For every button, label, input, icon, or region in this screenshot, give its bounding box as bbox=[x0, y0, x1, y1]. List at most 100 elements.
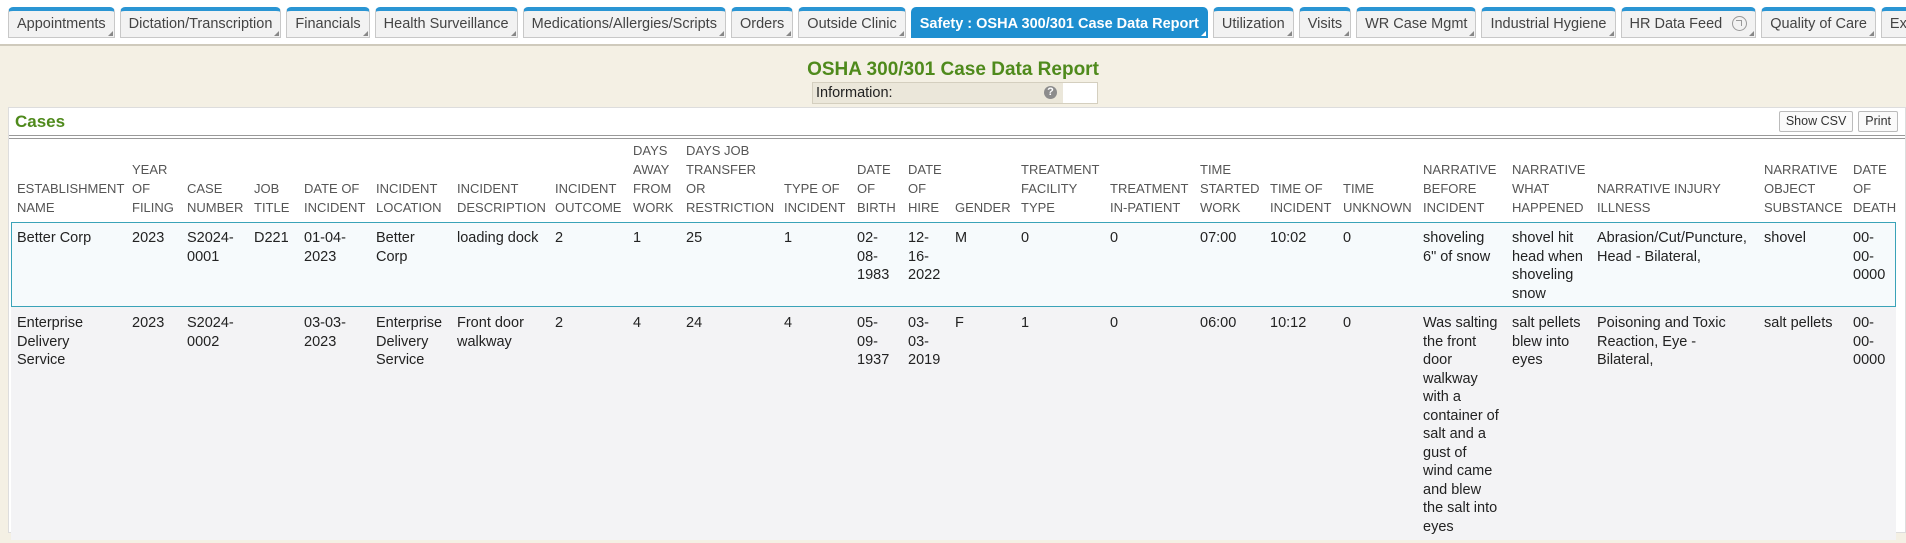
tab[interactable]: Outside Clinic bbox=[798, 7, 906, 38]
cell: 2 bbox=[549, 222, 627, 307]
cell: 10:02 bbox=[1264, 222, 1337, 307]
column-header: DAYS AWAY FROM WORK bbox=[633, 143, 674, 215]
cell: 4 bbox=[778, 307, 851, 540]
column-header: INCIDENT OUTCOME bbox=[555, 181, 622, 215]
column-header: NARRATIVE WHAT HAPPENED bbox=[1512, 162, 1586, 215]
cell: Better Corp bbox=[11, 222, 126, 307]
tab[interactable]: Health Surveillance bbox=[374, 7, 518, 38]
tab-label: Health Surveillance bbox=[383, 16, 509, 32]
cell: shovel hit head when shoveling snow bbox=[1506, 222, 1591, 307]
cell: 0 bbox=[1337, 222, 1417, 307]
cell: 0 bbox=[1104, 222, 1194, 307]
cell bbox=[248, 307, 298, 540]
column-header: TREATMENT FACILITY TYPE bbox=[1021, 162, 1100, 215]
cell: 00-00-0000 bbox=[1847, 222, 1896, 307]
report-title: OSHA 300/301 Case Data Report bbox=[807, 59, 1099, 80]
tab[interactable]: HR Data Feed bbox=[1620, 7, 1757, 38]
cell: loading dock bbox=[451, 222, 549, 307]
cell: salt pellets bbox=[1758, 307, 1847, 540]
panel-buttons: Show CSV Print bbox=[1778, 111, 1898, 132]
column-header: TYPE OF INCIDENT bbox=[784, 181, 846, 215]
tab[interactable]: Safety : OSHA 300/301 Case Data Report bbox=[910, 7, 1208, 38]
cell: 06:00 bbox=[1194, 307, 1264, 540]
case-row[interactable]: Better Corp 2023 S2024-0001 D221 01-04-2023 B… bbox=[11, 222, 1896, 307]
cell: 03-03-2019 bbox=[902, 307, 949, 540]
tab[interactable]: Visits bbox=[1298, 7, 1352, 38]
tab-label: WR Case Mgmt bbox=[1365, 16, 1468, 32]
tab-list: Appointments Dictation/Transcription Finan… bbox=[8, 7, 1906, 38]
tab[interactable]: Financials bbox=[286, 7, 370, 38]
column-header: INCIDENT DESCRIPTION bbox=[457, 181, 546, 215]
tab-label: Dictation/Transcription bbox=[128, 16, 273, 32]
cell: 10:12 bbox=[1264, 307, 1337, 540]
cell: Better Corp bbox=[370, 222, 451, 307]
divider bbox=[9, 135, 1905, 139]
cell: 02-08-1983 bbox=[851, 222, 902, 307]
tab-corner bbox=[1749, 31, 1755, 36]
cell: 24 bbox=[680, 307, 778, 540]
column-header: NARRATIVE BEFORE INCIDENT bbox=[1423, 162, 1497, 215]
tab-corner bbox=[107, 31, 113, 36]
tab-label: Medications/Allergies/Scripts bbox=[531, 16, 717, 32]
column-header: TIME UNKNOWN bbox=[1343, 181, 1412, 215]
info-field bbox=[1063, 83, 1097, 103]
tab-label: Quality of Care bbox=[1770, 16, 1867, 32]
cell: Abrasion/Cut/Puncture, Head - Bilateral, bbox=[1591, 222, 1758, 307]
cell: Enterprise Delivery Service bbox=[370, 307, 451, 540]
cell: S2024-0002 bbox=[181, 307, 248, 540]
cell: Front door walkway bbox=[451, 307, 549, 540]
tab-corner bbox=[274, 31, 280, 36]
cell: 25 bbox=[680, 222, 778, 307]
cell: 4 bbox=[627, 307, 680, 540]
cases-panel: Cases Show CSV Print ESTABLISHMENT NAME YE… bbox=[8, 107, 1906, 540]
cell: 07:00 bbox=[1194, 222, 1264, 307]
tab-label: Executive Dashboard bbox=[1889, 16, 1906, 32]
column-header: YEAR OF FILING bbox=[132, 162, 174, 215]
info-label: Information: bbox=[816, 85, 893, 101]
tab-corner bbox=[1286, 31, 1292, 36]
tab-corner bbox=[1469, 31, 1475, 36]
tab-label: Outside Clinic bbox=[807, 16, 897, 32]
column-header: TIME OF INCIDENT bbox=[1270, 181, 1332, 215]
tab[interactable]: Orders bbox=[730, 7, 794, 38]
column-header: NARRATIVE INJURY ILLNESS bbox=[1597, 181, 1721, 215]
help-icon[interactable]: ? bbox=[1044, 86, 1057, 99]
tab[interactable]: Medications/Allergies/Scripts bbox=[522, 7, 726, 38]
cell: 1 bbox=[778, 222, 851, 307]
cell: F bbox=[949, 307, 1015, 540]
cell: 1 bbox=[1015, 307, 1104, 540]
column-header: DATE OF HIRE bbox=[908, 162, 942, 215]
cell: 01-04-2023 bbox=[298, 222, 370, 307]
column-header: DATE OF DEATH bbox=[1853, 162, 1897, 215]
tab[interactable]: Utilization bbox=[1212, 7, 1294, 38]
tab[interactable]: Industrial Hygiene bbox=[1481, 7, 1616, 38]
panel-button[interactable]: Print bbox=[1858, 111, 1898, 132]
tab-corner bbox=[898, 31, 904, 36]
column-header: CASE NUMBER bbox=[187, 181, 244, 215]
cell: salt pellets blew into eyes bbox=[1506, 307, 1591, 540]
tab[interactable]: Dictation/Transcription bbox=[119, 7, 282, 38]
cell: M bbox=[949, 222, 1015, 307]
tab-label: Financials bbox=[295, 16, 361, 32]
cell: 0 bbox=[1015, 222, 1104, 307]
column-header: NARRATIVE OBJECT SUBSTANCE bbox=[1764, 162, 1843, 215]
open-icon[interactable] bbox=[1732, 16, 1748, 31]
tab[interactable]: Executive Dashboard bbox=[1880, 7, 1906, 38]
cell: Was salting the front door walkway with … bbox=[1417, 307, 1506, 540]
column-header: GENDER bbox=[955, 200, 1011, 215]
tab[interactable]: Quality of Care bbox=[1761, 7, 1876, 38]
cell: 00-00-0000 bbox=[1847, 307, 1896, 540]
tab[interactable]: WR Case Mgmt bbox=[1356, 7, 1477, 38]
cell: 05-09-1937 bbox=[851, 307, 902, 540]
cell: D221 bbox=[248, 222, 298, 307]
tab-label: Industrial Hygiene bbox=[1490, 16, 1607, 32]
tab-bar: Appointments Dictation/Transcription Finan… bbox=[0, 0, 1906, 46]
panel-button[interactable]: Show CSV bbox=[1778, 111, 1854, 132]
cases-table: ESTABLISHMENT NAME YEAR OF FILING CASE NUM… bbox=[11, 141, 1896, 540]
case-row[interactable]: Enterprise Delivery Service 2023 S2024-000… bbox=[11, 307, 1896, 540]
panel-title: Cases bbox=[15, 112, 66, 131]
tab[interactable]: Appointments bbox=[8, 7, 115, 38]
info-box: Information: ? bbox=[812, 82, 1098, 104]
tab-corner bbox=[718, 31, 724, 36]
